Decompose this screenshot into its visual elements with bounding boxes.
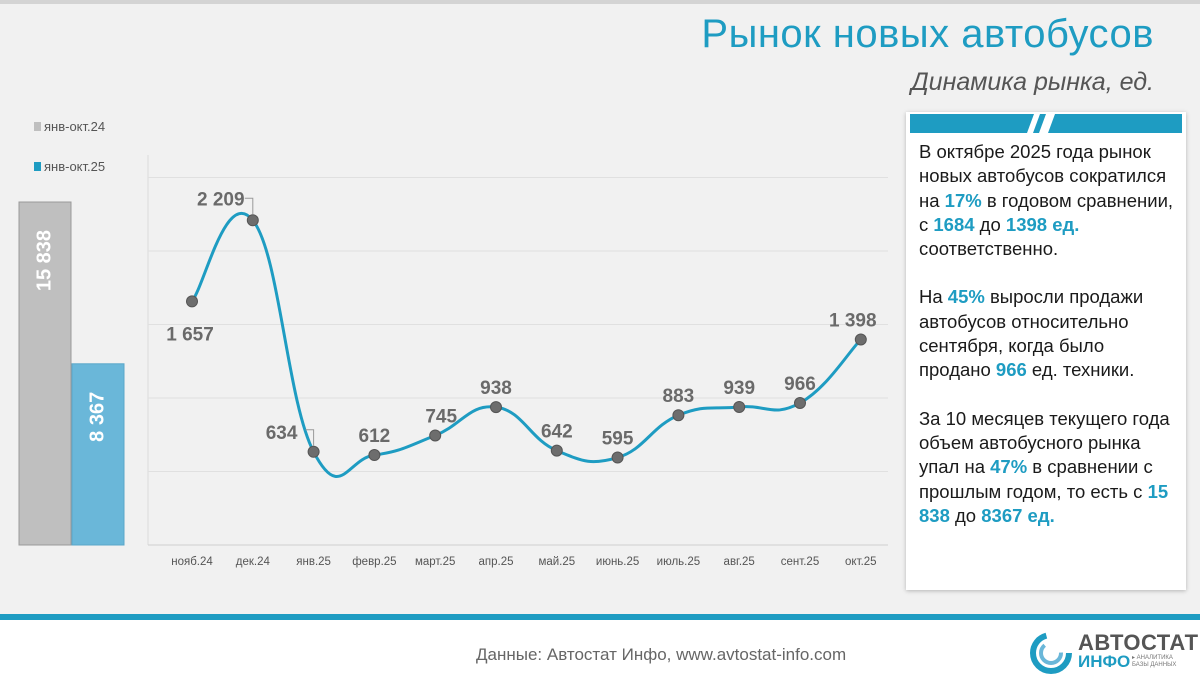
top-border (0, 0, 1200, 4)
x-tick-label: март.25 (415, 556, 455, 568)
info-paragraph-3: За 10 месяцев текущего года объем автобу… (919, 407, 1170, 526)
x-tick-label: июнь.25 (596, 556, 639, 568)
data-label: 2 209 (197, 189, 245, 210)
data-label: 939 (723, 378, 755, 399)
data-point (794, 396, 806, 409)
page-subtitle: Динамика рынка, ед. (911, 68, 1154, 96)
data-point (672, 409, 685, 422)
data-point (429, 429, 442, 442)
legend-swatch-2024 (34, 122, 41, 131)
x-tick-label: дек.24 (236, 556, 271, 568)
logo-sub-text: ИНФО (1078, 652, 1131, 671)
bar-value-label: 8 367 (86, 392, 108, 442)
x-tick-label: июль.25 (657, 556, 700, 568)
highlight-value: 47% (990, 456, 1028, 478)
bar-chart: 15 838 8 367 (18, 201, 125, 546)
logo-ring-icon (1030, 632, 1072, 674)
info-paragraph-2: На 45% выросли продажи автобусов относит… (919, 286, 1144, 381)
info-text: В октябре 2025 года рынок новых автобусо… (919, 140, 1181, 552)
label-leader-line (305, 429, 315, 446)
x-tick-label: май.25 (538, 556, 575, 568)
avtostat-logo: АВТОСТАТ ИНФО ▸ АНАЛИТИКА БАЗЫ ДАННЫХ (1028, 630, 1198, 676)
line-chart: 1 657 нояб.24 2 209 дек.24 634 янв.25 612 февр.… (147, 155, 888, 568)
info-box-header (910, 114, 1182, 133)
bar-янв-окт.25 (71, 363, 125, 546)
highlight-value: 8367 ед. (981, 504, 1055, 526)
x-tick-label: окт.25 (845, 556, 877, 568)
data-label: 612 (359, 426, 391, 447)
data-point (733, 400, 746, 413)
data-point (368, 449, 381, 462)
logo-main-text: АВТОСТАТ (1078, 630, 1199, 655)
highlight-value: 966 (995, 359, 1027, 381)
x-tick-label: сент.25 (781, 556, 819, 568)
data-label: 745 (425, 407, 457, 428)
header-slash-icon (1027, 114, 1055, 133)
logo-tagline: ▸ АНАЛИТИКА БАЗЫ ДАННЫХ (1132, 655, 1177, 668)
bar-value-label: 15 838 (33, 230, 55, 291)
page-title: Рынок новых автобусов (701, 12, 1154, 56)
data-label: 966 (784, 374, 816, 395)
info-box: В октябре 2025 года рынок новых автобусо… (906, 112, 1186, 590)
data-label: 595 (602, 429, 634, 450)
data-point (611, 451, 624, 464)
data-label: 1 398 (829, 311, 877, 332)
data-point (490, 401, 502, 414)
x-tick-label: янв.25 (296, 556, 331, 568)
label-leader-line (244, 197, 254, 215)
legend-swatch-2025 (34, 162, 41, 171)
legend-label-2025: янв-окт.25 (44, 159, 106, 174)
data-label: 938 (480, 378, 512, 399)
bottom-accent-bar (0, 614, 1200, 620)
data-point (307, 445, 320, 458)
data-label: 883 (663, 386, 695, 407)
data-point (550, 444, 563, 457)
data-point (854, 333, 867, 346)
legend-item-2024: янв-окт.24 (34, 119, 105, 134)
data-label: 1 657 (166, 324, 214, 345)
x-tick-label: авг.25 (724, 556, 755, 568)
x-tick-label: февр.25 (352, 556, 396, 568)
legend-item-2025: янв-окт.25 (34, 159, 105, 174)
footer: Данные: Автостат Инфо, www.avtostat-info… (0, 620, 1200, 683)
info-paragraph-1: В октябре 2025 года рынок новых автобусо… (919, 141, 1174, 260)
highlight-value: 15 838 (919, 480, 1169, 526)
data-point (186, 295, 198, 308)
data-label: 634 (266, 423, 298, 444)
highlight-value: 1684 (933, 213, 975, 235)
highlight-value: 1398 ед. (1005, 213, 1080, 235)
x-tick-label: апр.25 (478, 556, 513, 568)
data-point (246, 214, 259, 227)
legend-label-2024: янв-окт.24 (44, 119, 106, 134)
highlight-value: 45% (947, 286, 985, 308)
highlight-value: 17% (944, 189, 982, 211)
source-text: Данные: Автостат Инфо, www.avtostat-info… (476, 645, 847, 664)
data-label: 642 (541, 422, 573, 443)
bar-янв-окт.24 (18, 201, 72, 546)
x-tick-label: нояб.24 (171, 556, 213, 568)
